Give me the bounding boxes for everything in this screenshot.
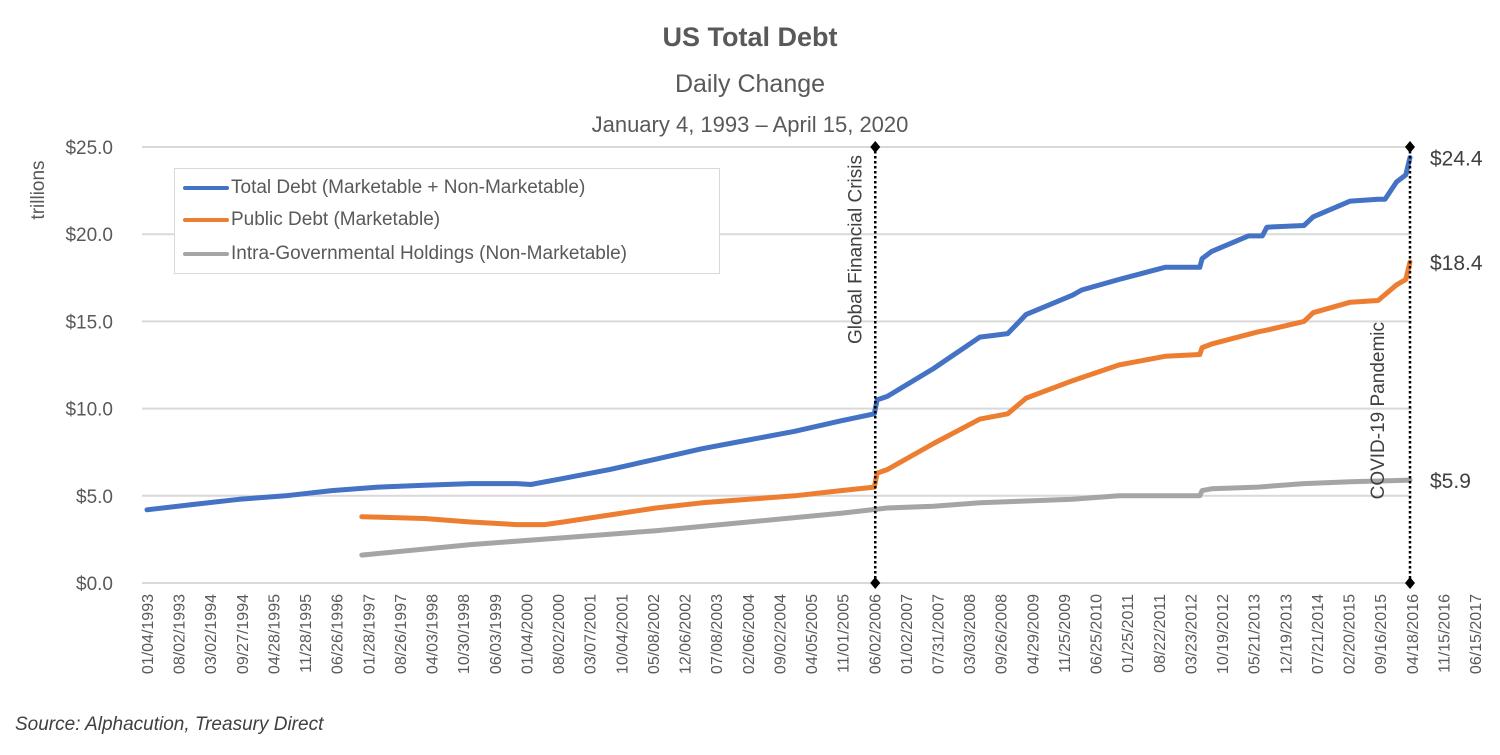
legend-item-intra-gov: Intra-Governmental Holdings (Non-Marketa… [183, 239, 627, 269]
x-tick-label: 06/26/1996 [330, 594, 347, 674]
x-tick-label: 11/28/1995 [298, 594, 315, 673]
x-tick-label: 12/06/2002 [678, 594, 695, 674]
x-tick-label: 10/19/2012 [1215, 594, 1232, 674]
x-tick-label: 06/25/2010 [1089, 594, 1106, 674]
chart-date-range: January 4, 1993 – April 15, 2020 [591, 112, 909, 137]
x-tick-label: 06/02/2006 [867, 594, 884, 674]
end-value-labels: $24.4 $18.4 $5.9 [1430, 147, 1483, 493]
x-tick-label: 04/05/2005 [804, 594, 821, 674]
y-axis-ticks: $0.0 $5.0 $10.0 $15.0 $20.0 $25.0 [65, 138, 113, 595]
end-value-label: $24.4 [1430, 147, 1483, 170]
x-tick-label: 03/02/1994 [203, 594, 220, 674]
x-tick-label: 02/06/2004 [741, 594, 758, 674]
x-tick-label: 09/16/2015 [1373, 594, 1390, 674]
x-tick-label: 07/21/2014 [1310, 594, 1327, 674]
x-axis-ticks: 01/04/1993 08/02/1993 03/02/1994 09/27/1994… [140, 594, 1500, 674]
x-tick-label: 10/04/2001 [614, 594, 631, 674]
x-tick-label: 09/02/2004 [772, 594, 789, 674]
x-tick-label: 04/28/1995 [266, 594, 283, 674]
event-annotations: Global Financial Crisis COVID-19 Pandemic [845, 141, 1415, 589]
legend-item-total-debt: Total Debt (Marketable + Non-Marketable) [183, 173, 585, 203]
series-line-intra-gov [359, 477, 1413, 558]
x-tick-label: 01/04/2000 [519, 594, 536, 674]
x-tick-label: 02/20/2015 [1342, 594, 1359, 674]
x-tick-label: 04/29/2009 [1025, 594, 1042, 674]
y-tick-label: $20.0 [65, 225, 113, 246]
x-tick-label: 12/19/2013 [1278, 594, 1295, 674]
x-tick-label: 05/08/2002 [646, 594, 663, 674]
source-note: Source: Alphacution, Treasury Direct [15, 714, 324, 735]
y-axis-label: trillions [28, 160, 49, 219]
x-tick-label: 07/08/2003 [709, 594, 726, 674]
legend-swatch-intra-gov [183, 252, 229, 256]
x-tick-label: 03/23/2012 [1183, 594, 1200, 674]
x-tick-label: 01/04/1993 [140, 594, 157, 674]
x-tick-label: 08/22/2011 [1152, 594, 1169, 673]
y-tick-label: $0.0 [76, 574, 113, 595]
x-tick-label: 05/21/2013 [1247, 594, 1264, 674]
legend-swatch-total-debt [183, 186, 229, 190]
x-tick-label: 08/02/1993 [172, 594, 189, 674]
annotation-diamond-marker [1405, 141, 1415, 153]
legend-item-public-debt: Public Debt (Marketable) [183, 205, 440, 235]
x-tick-label: 04/03/1998 [425, 594, 442, 674]
x-tick-label: 08/26/1997 [393, 594, 410, 674]
legend-label: Intra-Governmental Holdings (Non-Marketa… [231, 243, 627, 264]
x-tick-label: 11/25/2009 [1057, 594, 1074, 673]
x-tick-label: 11/15/2016 [1436, 594, 1453, 673]
end-value-label: $5.9 [1430, 470, 1471, 493]
x-tick-label: 09/26/2008 [994, 594, 1011, 674]
x-tick-label: 01/25/2011 [1120, 594, 1137, 673]
x-tick-label: 10/30/1998 [456, 594, 473, 674]
annotation-diamond-marker [870, 577, 881, 589]
x-tick-label: 03/03/2008 [962, 594, 979, 674]
x-tick-label: 01/28/1997 [361, 594, 378, 674]
x-tick-label: 06/03/1999 [488, 594, 505, 674]
series-lines [144, 155, 1413, 558]
x-tick-label: 11/01/2005 [836, 594, 853, 673]
legend: Total Debt (Marketable + Non-Marketable)… [174, 168, 720, 274]
legend-swatch-public-debt [183, 218, 229, 222]
x-tick-label: 03/07/2001 [583, 594, 600, 674]
annotation-diamond-marker [870, 141, 881, 153]
x-tick-label: 01/02/2007 [899, 594, 916, 674]
annotation-diamond-marker [1405, 577, 1415, 589]
annotation-label: COVID-19 Pandemic [1368, 322, 1389, 499]
legend-label: Public Debt (Marketable) [231, 209, 441, 230]
x-tick-label: 08/02/2000 [551, 594, 568, 674]
chart-title: US Total Debt [662, 22, 838, 52]
x-tick-label: 04/18/2016 [1405, 594, 1422, 674]
y-tick-label: $15.0 [65, 312, 113, 333]
y-tick-label: $5.0 [76, 487, 113, 508]
x-tick-label: 07/31/2007 [931, 594, 948, 674]
chart-subtitle: Daily Change [674, 70, 826, 98]
series-line-public-debt [359, 259, 1413, 528]
end-value-label: $18.4 [1430, 252, 1483, 275]
x-tick-label: 09/27/1994 [235, 594, 252, 674]
legend-label: Total Debt (Marketable + Non-Marketable) [231, 177, 586, 198]
y-tick-label: $10.0 [65, 400, 113, 421]
annotation-label: Global Financial Crisis [845, 155, 866, 344]
series-line-total-debt [144, 155, 1413, 513]
y-tick-label: $25.0 [65, 138, 113, 159]
x-tick-label: 06/15/2017 [1468, 594, 1485, 674]
